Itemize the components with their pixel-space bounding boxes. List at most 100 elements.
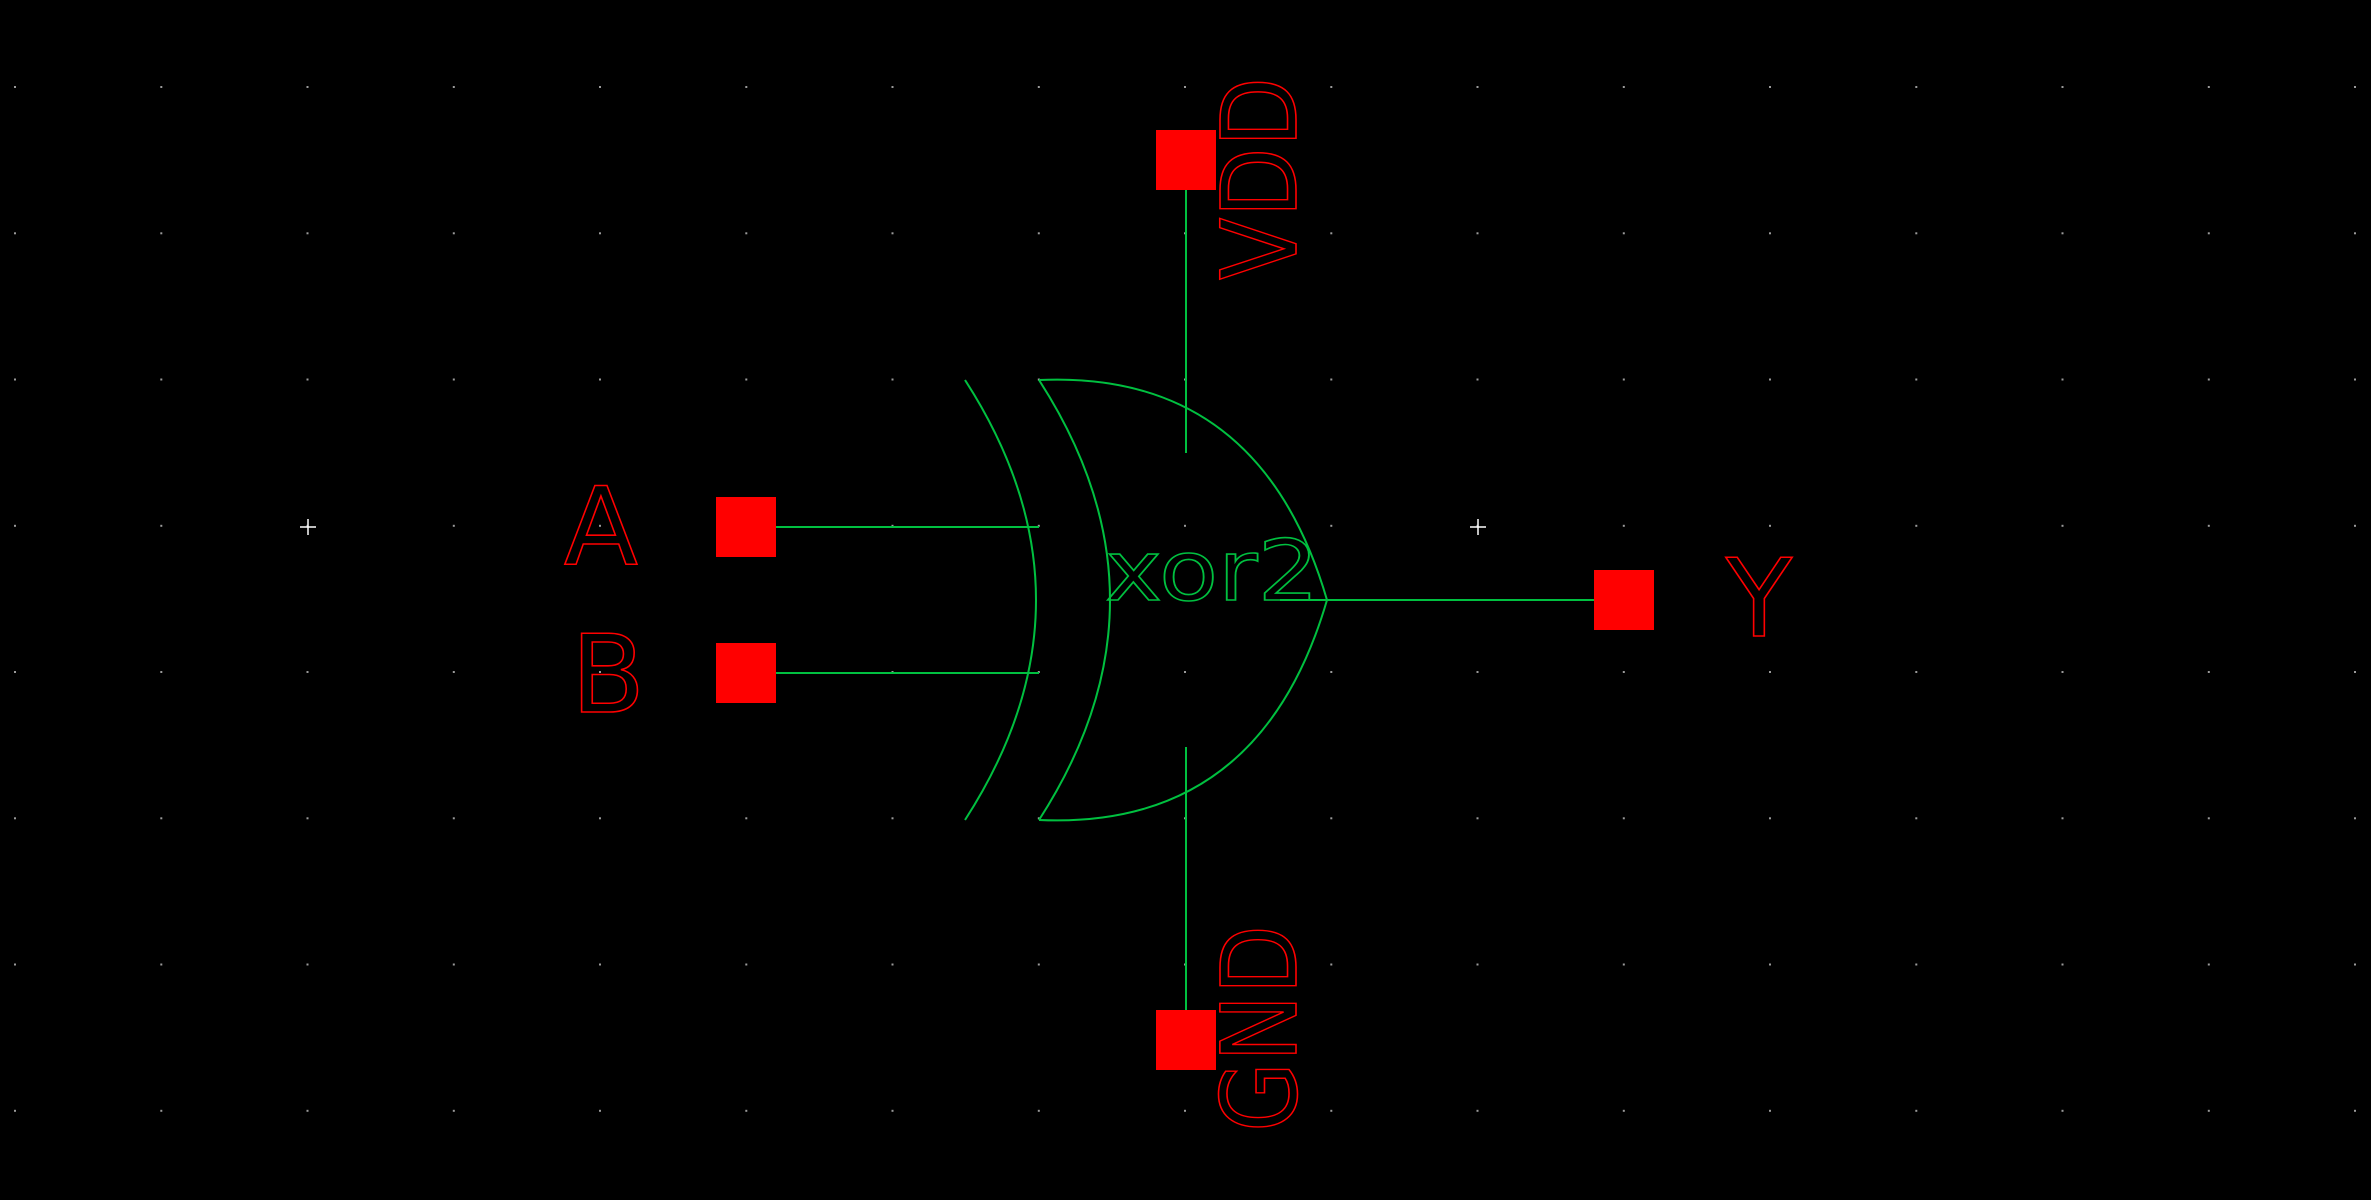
grid-dot [2354, 378, 2356, 381]
grid-dot [14, 671, 16, 673]
grid-dot [745, 378, 748, 381]
pin-y-square[interactable] [1594, 570, 1654, 630]
grid-dot [599, 671, 601, 673]
grid-dot [1330, 671, 1333, 673]
grid-dot [14, 524, 16, 527]
grid-dot [1330, 86, 1333, 88]
grid-dot [160, 1109, 163, 1112]
grid-dot [306, 86, 309, 88]
grid-dot [14, 817, 16, 820]
grid-dots [14, 86, 2356, 1112]
grid-dot [452, 378, 455, 381]
grid-dot [160, 524, 163, 527]
grid-dot [1476, 817, 1479, 820]
grid-dot [1476, 232, 1479, 235]
grid-dot [1622, 817, 1625, 820]
grid-dot [1915, 671, 1918, 673]
grid-dot [1330, 378, 1333, 381]
origin-marker-left [300, 519, 316, 535]
grid-dot [306, 671, 309, 673]
grid-dot [1184, 524, 1186, 527]
grid-dot [1330, 963, 1333, 966]
grid-dot [891, 232, 894, 235]
grid-dot [2354, 817, 2356, 820]
pin-a-square[interactable] [716, 497, 776, 557]
grid-dot [306, 1109, 309, 1112]
grid-dot [1330, 232, 1333, 235]
grid-dot [160, 232, 163, 235]
grid-dot [14, 1109, 16, 1112]
grid-dot [1622, 86, 1625, 88]
pin-vdd-label: VDD [1199, 77, 1321, 280]
grid-dot [2061, 86, 2064, 88]
grid-dot [2207, 817, 2210, 820]
grid-dot [452, 671, 455, 673]
grid-dot [1184, 671, 1186, 673]
grid-dot [452, 524, 455, 527]
grid-dot [1330, 524, 1333, 527]
grid-dot [452, 817, 455, 820]
grid-dot [2061, 671, 2064, 673]
grid-dot [1622, 378, 1625, 381]
grid-dot [2061, 817, 2064, 820]
grid-dot [14, 86, 16, 88]
pin-vdd-square[interactable] [1156, 130, 1216, 190]
grid-dot [1037, 86, 1040, 88]
grid-dot [2354, 232, 2356, 235]
grid-dot [1769, 378, 1771, 381]
grid-dot [1915, 963, 1918, 966]
grid-dot [160, 378, 163, 381]
grid-dot [452, 232, 455, 235]
xor-input-arc-inner [1038, 379, 1111, 821]
xor-gate-symbol[interactable] [964, 378, 1328, 822]
grid-dot [1769, 232, 1771, 235]
grid-dot [2207, 378, 2210, 381]
pin-gnd-square[interactable] [1156, 1010, 1216, 1070]
grid-dot [2207, 1109, 2210, 1112]
grid-dot [2061, 1109, 2064, 1112]
grid-dot [1915, 1109, 1918, 1112]
grid-dot [599, 378, 601, 381]
grid-dot [2354, 1109, 2356, 1112]
grid-dot [2207, 232, 2210, 235]
pin-b-square[interactable] [716, 643, 776, 703]
xor-input-arc-outer [964, 379, 1037, 821]
grid-dot [1476, 671, 1479, 673]
grid-dot [1622, 671, 1625, 673]
grid-dot [745, 232, 748, 235]
grid-dot [599, 817, 601, 820]
grid-dot [14, 963, 16, 966]
grid-dot [14, 232, 16, 235]
grid-dot [1769, 524, 1771, 527]
grid-dot [160, 963, 163, 966]
xor-lower-curve [1038, 599, 1328, 822]
xor-upper-curve [1038, 378, 1328, 601]
grid-dot [1915, 86, 1918, 88]
grid-dot [1769, 86, 1771, 88]
grid-dot [1915, 524, 1918, 527]
grid-dot [2207, 524, 2210, 527]
grid-dot [1037, 963, 1040, 966]
pin-y-label: Y [1725, 537, 1793, 662]
grid-dot [2207, 963, 2210, 966]
grid-dot [1915, 378, 1918, 381]
grid-dot [1476, 963, 1479, 966]
grid-dot [1037, 817, 1040, 820]
grid-dot [1915, 232, 1918, 235]
grid-dot [306, 963, 309, 966]
grid-dot [891, 86, 894, 88]
grid-dot [745, 817, 748, 820]
grid-dot [2061, 232, 2064, 235]
grid-dot [891, 963, 894, 966]
grid-dot [2207, 671, 2210, 673]
grid-dot [1184, 86, 1186, 88]
origin-marker-right [1470, 519, 1486, 535]
grid-dot [745, 86, 748, 88]
grid-dot [599, 963, 601, 966]
grid-dot [2354, 86, 2356, 88]
grid-dot [452, 1109, 455, 1112]
pin-squares[interactable] [716, 130, 1654, 1070]
pin-b-label: B [571, 613, 645, 738]
grid-dot [1769, 817, 1771, 820]
